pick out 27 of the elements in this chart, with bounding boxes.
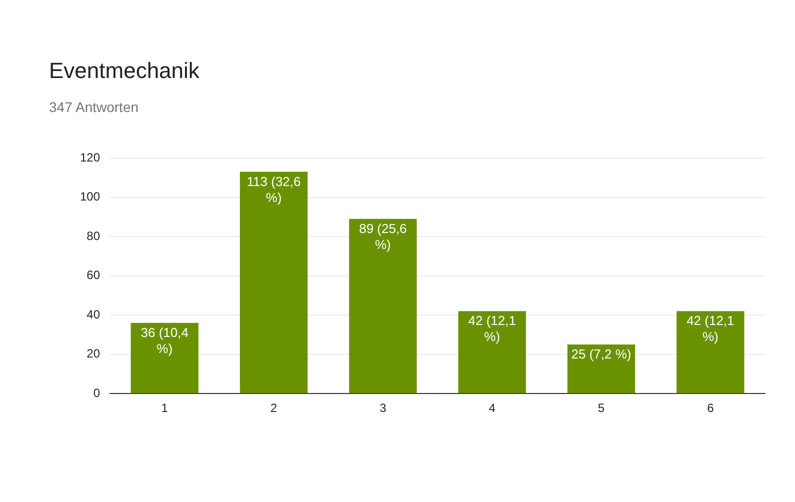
data-label: 36 (10,4 %) xyxy=(140,325,188,356)
y-tick-label: 20 xyxy=(86,346,100,361)
bar xyxy=(130,322,198,394)
chart-title: Eventmechanik xyxy=(49,58,200,84)
y-tick-label: 40 xyxy=(86,307,100,322)
bar xyxy=(349,218,417,394)
data-label: 25 (7,2 %) xyxy=(571,346,632,362)
data-label: 42 (12,1 %) xyxy=(686,313,734,344)
x-tick-label: 2 xyxy=(270,401,278,416)
x-tick-label: 4 xyxy=(488,401,496,416)
x-tick-label: 5 xyxy=(598,401,605,416)
x-tick-label: 3 xyxy=(380,401,387,416)
bar xyxy=(240,172,308,394)
bar xyxy=(458,311,526,394)
y-tick-label: 80 xyxy=(86,228,100,243)
x-tick-label: 1 xyxy=(161,401,168,416)
y-tick-label: 60 xyxy=(86,268,100,282)
bar xyxy=(567,344,636,394)
data-label: 89 (25,6 %) xyxy=(359,220,407,252)
x-tick-label: 6 xyxy=(707,401,714,416)
y-tick-label: 120 xyxy=(80,150,100,164)
chart-subtitle: 347 Antworten xyxy=(49,99,139,115)
data-label: 42 (12,1 %) xyxy=(468,313,516,344)
y-tick-label: 100 xyxy=(80,190,100,204)
y-tick-label: 0 xyxy=(93,386,100,400)
data-label: 113 (32,6 %) xyxy=(246,174,301,205)
bar xyxy=(676,311,744,394)
